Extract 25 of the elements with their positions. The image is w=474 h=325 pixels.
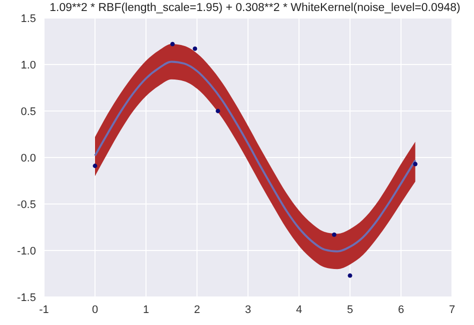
- y-tick-label: -1.0: [17, 245, 36, 258]
- point: [92, 164, 98, 168]
- y-tick-label: 1.0: [20, 59, 36, 72]
- x-tick-label: 0: [92, 304, 98, 316]
- x-tick-label: 5: [346, 304, 354, 316]
- y-tick-label: 0.0: [20, 152, 36, 164]
- point: [192, 46, 198, 51]
- x-tick-label: 4: [296, 304, 302, 316]
- y-tick-label: -1.5: [17, 292, 36, 304]
- x-tick-label: -1: [39, 304, 49, 316]
- x-tick-label: 2: [194, 304, 200, 316]
- x-tick-label: 7: [448, 304, 456, 316]
- line-series: [94, 60, 416, 252]
- point: [413, 162, 418, 166]
- point: [216, 108, 220, 114]
- y-tick-label: 1.5: [20, 12, 36, 25]
- point: [332, 232, 336, 237]
- chart-title: 1.09**2 * RBF(length_scale=1.95) + 0.308**2 * WhiteKernel(noise_level=0.0948): [48, 2, 462, 14]
- point: [170, 42, 175, 46]
- y-tick-label: 0.5: [20, 106, 36, 118]
- x-tick-label: 3: [244, 304, 252, 316]
- x-tick-label: 6: [398, 304, 404, 316]
- y-tick-label: -0.5: [17, 198, 36, 211]
- x-tick-label: 1: [142, 304, 150, 316]
- point: [348, 273, 352, 278]
